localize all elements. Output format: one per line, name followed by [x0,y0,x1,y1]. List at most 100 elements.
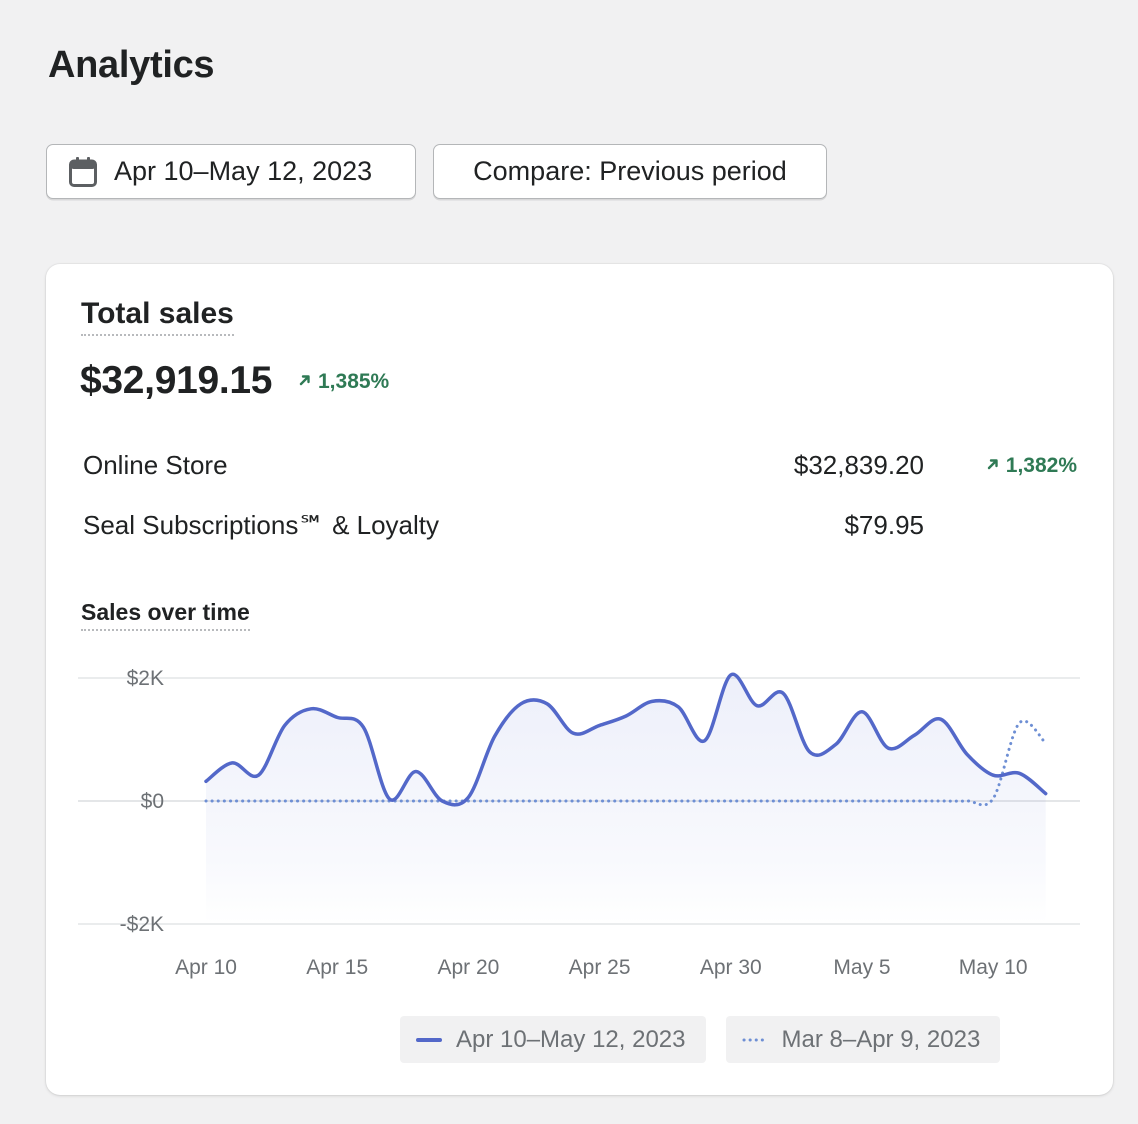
data-point-previous [703,799,707,803]
data-point-current [414,769,418,773]
data-point-previous [545,799,549,803]
data-point-previous [650,799,654,803]
data-point-current [729,673,733,677]
data-point-current [886,746,890,750]
card-title[interactable]: Total sales [81,297,234,336]
data-point-previous [283,799,287,803]
channel-value: $32,839.20 [793,450,924,480]
x-tick-label: Apr 10 [175,956,237,979]
data-point-previous [1017,721,1021,725]
x-tick-label: Apr 30 [700,956,762,979]
data-point-current [676,705,680,709]
page-title: Analytics [48,44,215,86]
compare-button[interactable]: Compare: Previous period [433,144,827,199]
data-point-previous [571,799,575,803]
data-point-previous [204,799,208,803]
x-tick-label: May 10 [959,956,1028,979]
data-point-previous [230,799,234,803]
data-point-current [991,773,995,777]
series-line-previous [204,719,1048,807]
data-point-current [598,723,602,727]
channel-name: Online Store [83,450,228,480]
toolbar: Apr 10–May 12, 2023 Compare: Previous pe… [46,144,827,199]
data-point-previous [256,799,260,803]
data-point-current [703,739,707,743]
channel-name: Seal Subscriptions℠ & Loyalty [83,510,440,540]
list-item: Seal Subscriptions℠ & Loyalty $79.95 [83,510,1077,570]
data-point-previous [834,799,838,803]
data-point-previous [519,799,523,803]
data-point-current [755,704,759,708]
data-point-previous [965,799,969,803]
chart-title[interactable]: Sales over time [81,599,250,631]
data-point-previous [335,799,339,803]
calendar-icon [69,156,97,187]
x-tick-label: Apr 20 [437,956,499,979]
data-point-previous [440,799,444,803]
arrow-up-right-icon [986,456,1000,476]
data-point-current [860,710,864,714]
data-point-previous [493,799,497,803]
total-sales-value: $32,919.15 [80,359,273,402]
data-point-current [230,761,234,765]
list-item: Online Store $32,839.20 1,382% [83,450,1077,510]
data-point-current [571,731,575,735]
data-point-previous [860,799,864,803]
channel-list: Online Store $32,839.20 1,382% Seal Subs… [83,450,1077,570]
data-point-previous [886,799,890,803]
solid-line-swatch [416,1037,442,1042]
x-tick-label: May 5 [833,956,890,979]
data-point-previous [729,799,733,803]
data-point-previous [755,799,759,803]
data-point-current [939,717,943,721]
total-sales-card: Total sales $32,919.15 1,385% Online Sto… [46,264,1113,1095]
data-point-previous [624,799,628,803]
legend-label: Mar 8–Apr 9, 2023 [781,1025,981,1053]
data-point-current [781,691,785,695]
data-point-current [965,752,969,756]
data-point-current [545,702,549,706]
data-point-previous [808,799,812,803]
data-point-current [309,707,313,711]
data-point-previous [309,799,313,803]
chart-legend: Apr 10–May 12, 2023 Mar 8–Apr 9, 2023 [400,1016,1001,1063]
data-point-previous [414,799,418,803]
data-point-current [335,715,339,719]
y-tick-label: $0 [141,790,164,813]
data-point-current [493,734,497,738]
data-point-previous [912,799,916,803]
data-point-previous [676,799,680,803]
data-point-previous [991,797,995,801]
date-range-button[interactable]: Apr 10–May 12, 2023 [46,144,416,199]
compare-label: Compare: Previous period [473,156,787,186]
data-point-previous [388,799,392,803]
data-point-current [650,699,654,703]
x-tick-label: Apr 25 [569,956,631,979]
y-tick-label: $2K [127,667,164,690]
series-line-current [204,672,1048,807]
total-sales-delta: 1,385% [298,370,389,394]
data-point-previous [1044,741,1048,745]
date-range-label: Apr 10–May 12, 2023 [114,156,373,186]
channel-value: $79.95 [844,510,924,540]
data-point-current [912,733,916,737]
channel-delta: 1,382% [986,454,1077,478]
data-point-current [808,750,812,754]
data-point-current [1017,771,1021,775]
data-point-current [1044,792,1048,796]
legend-item-current[interactable]: Apr 10–May 12, 2023 [400,1016,706,1063]
data-point-current [466,795,470,799]
data-point-previous [598,799,602,803]
data-point-current [204,779,208,783]
data-point-current [283,723,287,727]
data-point-previous [781,799,785,803]
dotted-line-swatch [742,1038,767,1041]
legend-label: Apr 10–May 12, 2023 [456,1025,686,1053]
legend-item-previous[interactable]: Mar 8–Apr 9, 2023 [725,1016,1001,1063]
data-point-current [624,714,628,718]
data-point-current [834,742,838,746]
data-point-current [361,725,365,729]
delta-value: 1,382% [1005,454,1077,477]
y-tick-label: -$2K [120,913,164,936]
data-point-current [256,773,260,777]
